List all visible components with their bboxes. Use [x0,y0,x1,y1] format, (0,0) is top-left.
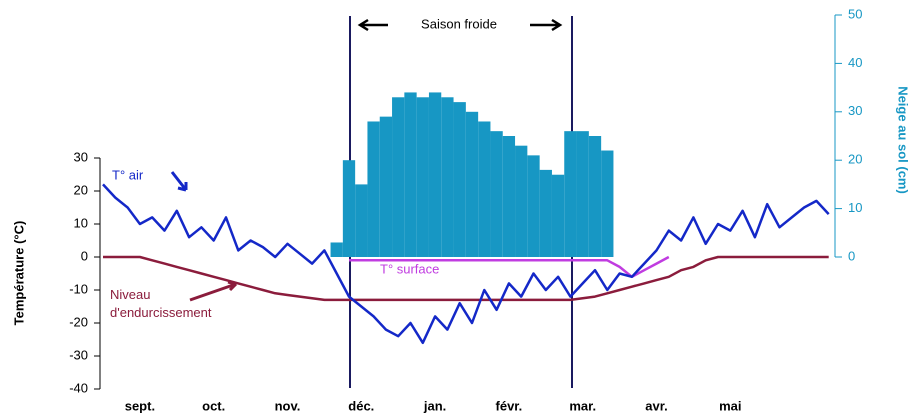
snow-bar [478,121,491,257]
x-tick-label: oct. [202,398,225,413]
snow-bar [601,150,614,257]
series-line [102,183,830,345]
x-tick-label: avr. [645,398,667,413]
y-tick-label: -10 [69,281,88,296]
plot: -40 -30 -20 -10 0 10 20 30 0 10 20 30 40 50 sept. oct. n… [69,6,862,413]
label-line: d'endurcissement [110,305,212,320]
y2-tick-label: 30 [848,103,862,118]
y2-tick-label: 0 [848,248,855,263]
snow-bar [465,111,479,257]
season-arrows [357,18,563,32]
y2-tick-label: 50 [848,6,862,21]
label-arrow [189,280,238,302]
snow-bar [539,169,552,257]
snow-bar [355,184,368,257]
x-tick-label: nov. [275,398,301,413]
series-line [349,255,670,279]
label-line: Niveau [110,287,150,302]
y-tick-label: 10 [74,215,88,230]
y-axis-title: Température (°C) [11,221,26,326]
y2-tick-label: 10 [848,200,862,215]
series-label: Niveau d'endurcissement [110,287,212,320]
series-label: T° surface [380,261,439,276]
y2-tick-label: 20 [848,152,862,167]
y-tick-label: -30 [69,347,88,362]
y-tick-label: 20 [74,182,88,197]
y-tick-label: -40 [69,380,88,395]
label-arrow [170,171,188,192]
snow-bar [551,174,565,257]
snow-bar [502,136,516,257]
y2-tick-label: 40 [848,55,862,70]
snow-bar [441,97,454,257]
snow-bar [342,160,356,257]
x-tick-label: déc. [348,398,374,413]
snow-bar [379,116,393,257]
snow-bar [416,97,429,257]
series-line [103,255,829,302]
series-label: T° air [112,167,144,182]
snow-bar [428,92,442,257]
snow-bar [576,131,589,257]
snow-bar [515,145,528,257]
snow-bar [404,92,417,257]
y-tick-label: -20 [69,314,88,329]
snow-bar [453,102,466,258]
x-tick-label: mar. [569,398,596,413]
x-tick-label: sept. [125,398,155,413]
y-tick-label: 30 [74,149,88,164]
snow-bar [527,155,540,257]
snow-bar [588,136,602,257]
x-tick-label: mai [719,398,741,413]
snow-bar [367,121,380,257]
snow-bar [564,131,577,257]
y-tick-label: 0 [81,248,88,263]
y2-axis-title: Neige au sol (cm) [896,86,911,194]
x-tick-label: jan. [423,398,446,413]
x-tick-label: févr. [496,398,523,413]
snow-bar [392,97,405,257]
snow-bar [490,131,503,257]
annotation: Saison froide [421,16,497,31]
snow-bar [330,242,343,257]
